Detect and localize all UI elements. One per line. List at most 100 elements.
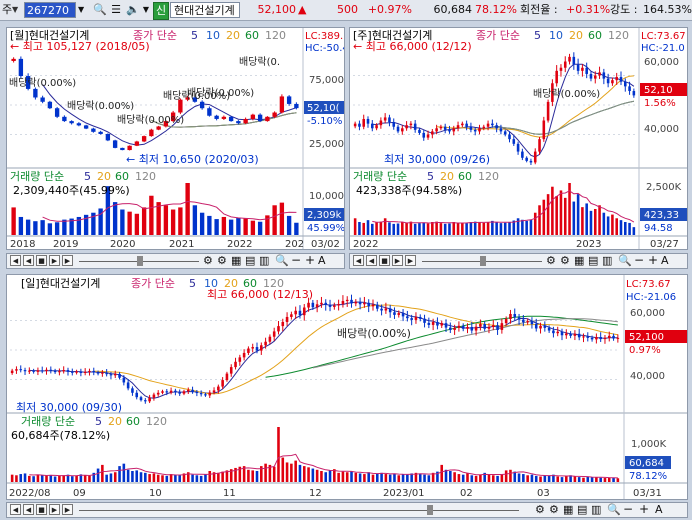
grid-icon[interactable]: ▦ — [231, 254, 242, 267]
layout-icon[interactable]: ▤ — [577, 503, 588, 516]
candle-body — [572, 56, 576, 65]
weekly-chart-svg[interactable]: [주]현대건설기계 종가 단순 5 10 20 60 120 LC:73.67 … — [350, 28, 688, 250]
lc-label: LC:389.2 — [305, 31, 345, 42]
magnifier-icon[interactable]: 🔍 — [618, 254, 632, 267]
candle-body — [204, 394, 207, 396]
stop-button[interactable]: ■ — [379, 255, 390, 266]
code-dropdown-icon[interactable]: ▼ — [78, 5, 85, 14]
candle-body — [228, 116, 234, 122]
candle-body — [376, 304, 379, 309]
monthly-chart-svg[interactable]: [월]현대건설기계 종가 단순 5 10 20 60 120 LC:389.2 … — [7, 28, 345, 250]
ma-legend-120: 120 — [608, 29, 629, 42]
candle-body — [353, 123, 357, 127]
settings-icon[interactable]: ⚙ — [549, 503, 559, 516]
volume-ma-line — [29, 453, 618, 479]
candle-body — [76, 123, 82, 126]
prev-button[interactable]: ◀ — [366, 255, 377, 266]
zoom-track[interactable] — [79, 510, 519, 511]
volume-bar — [76, 216, 82, 235]
scroll-right-button[interactable]: ▶ — [62, 504, 73, 515]
scroll-right-button[interactable]: ▶ — [62, 255, 73, 266]
volume-bar — [11, 207, 16, 235]
volume-bar — [62, 219, 67, 235]
scroll-left-button[interactable]: ◀ — [353, 255, 364, 266]
layout-icon[interactable]: ▤ — [588, 254, 599, 267]
search-icon[interactable]: 🔍 — [93, 3, 107, 16]
volume-bar — [599, 477, 602, 482]
prev-button[interactable]: ◀ — [23, 255, 34, 266]
plus-icon[interactable]: + — [648, 253, 659, 267]
weekly-volume-bars — [353, 183, 636, 235]
gear-icon[interactable]: ⚙ — [203, 254, 213, 267]
volume-bar — [393, 473, 396, 482]
candle-body — [10, 370, 14, 374]
volume-bar — [28, 475, 31, 482]
zoom-handle[interactable] — [137, 256, 143, 266]
candle-body — [405, 125, 408, 129]
gear-icon[interactable]: ⚙ — [546, 254, 556, 267]
speaker-dropdown-icon[interactable]: ▼ — [142, 5, 150, 14]
monthly-chart-panel[interactable]: [월]현대건설기계 종가 단순 5 10 20 60 120 LC:389.2 … — [6, 27, 345, 250]
magnifier-icon[interactable]: 🔍 — [607, 503, 621, 516]
candle-body — [221, 116, 227, 119]
chart-type-icon[interactable]: ▥ — [602, 254, 613, 267]
zoom-handle[interactable] — [427, 505, 433, 515]
text-size-icon[interactable]: A — [655, 503, 663, 516]
vol-tick: 10,000k — [309, 191, 345, 202]
gear-icon[interactable]: ⚙ — [535, 503, 545, 516]
next-button[interactable]: ▶ — [49, 255, 60, 266]
ma-legend-type: 종가 단순 — [476, 29, 520, 42]
candle-body — [619, 77, 623, 82]
market-select[interactable]: 주 — [2, 3, 13, 16]
grid-icon[interactable]: ▦ — [574, 254, 585, 267]
candle-body — [156, 392, 160, 395]
plus-icon[interactable]: + — [639, 502, 650, 516]
minus-icon[interactable]: − — [291, 253, 302, 267]
daily-chart-panel[interactable]: [일]현대건설기계 종가 단순 5 10 20 60 120 LC:73.67 … — [6, 274, 688, 500]
volume-bar — [25, 219, 31, 235]
stop-button[interactable]: ■ — [36, 504, 47, 515]
minus-icon[interactable]: − — [623, 502, 634, 516]
speaker-icon[interactable]: 🔈 — [126, 3, 140, 16]
volume-bar — [163, 205, 169, 235]
volume-bar — [165, 475, 169, 482]
high-price-note: 최고 66,000 (12/13) — [207, 288, 313, 301]
vol-tag-text: 423,33 — [644, 210, 679, 221]
chart-type-icon[interactable]: ▥ — [259, 254, 270, 267]
text-size-icon[interactable]: A — [661, 254, 669, 267]
next-button[interactable]: ▶ — [392, 255, 403, 266]
zoom-handle[interactable] — [480, 256, 486, 266]
settings-icon[interactable]: ⚙ — [217, 254, 227, 267]
weekly-chart-panel[interactable]: [주]현대건설기계 종가 단순 5 10 20 60 120 LC:73.67 … — [349, 27, 688, 250]
scroll-left-button[interactable]: ◀ — [10, 255, 21, 266]
stock-name-field[interactable]: 현대건설기계 — [170, 2, 240, 18]
stock-code-input[interactable]: 267270 — [24, 2, 76, 18]
next-button[interactable]: ▶ — [49, 504, 60, 515]
monthly-chart-controls: ◀ ◀ ■ ▶ ▶ ⚙ ⚙ ▦ ▤ ▥ 🔍 − + A — [6, 253, 345, 269]
magnifier-icon[interactable]: 🔍 — [275, 254, 289, 267]
layout-icon[interactable]: ▤ — [245, 254, 256, 267]
volume-bar — [503, 222, 507, 235]
volume-bar — [486, 222, 490, 235]
stop-button[interactable]: ■ — [36, 255, 47, 266]
market-dropdown-icon[interactable]: ▼ — [12, 5, 19, 14]
candle-body — [350, 299, 353, 304]
minus-icon[interactable]: − — [634, 253, 645, 267]
chart-type-icon[interactable]: ▥ — [591, 503, 602, 516]
daily-chart-svg[interactable]: [일]현대건설기계 종가 단순 5 10 20 60 120 LC:73.67 … — [7, 275, 688, 500]
scroll-right-button[interactable]: ▶ — [405, 255, 416, 266]
candle-body — [375, 125, 378, 129]
grid-icon[interactable]: ▦ — [563, 503, 574, 516]
lc-label: LC:73.67 — [641, 31, 686, 42]
history-list-icon[interactable]: ☰ — [111, 3, 121, 16]
candle-body — [602, 72, 606, 79]
plus-icon[interactable]: + — [305, 253, 316, 267]
prev-button[interactable]: ◀ — [23, 504, 34, 515]
candle-body — [560, 331, 564, 336]
x-label: 2022 — [227, 239, 252, 250]
volume-bar — [539, 476, 542, 482]
candle-body — [401, 313, 405, 317]
scroll-left-button[interactable]: ◀ — [10, 504, 21, 515]
text-size-icon[interactable]: A — [318, 254, 326, 267]
settings-icon[interactable]: ⚙ — [560, 254, 570, 267]
